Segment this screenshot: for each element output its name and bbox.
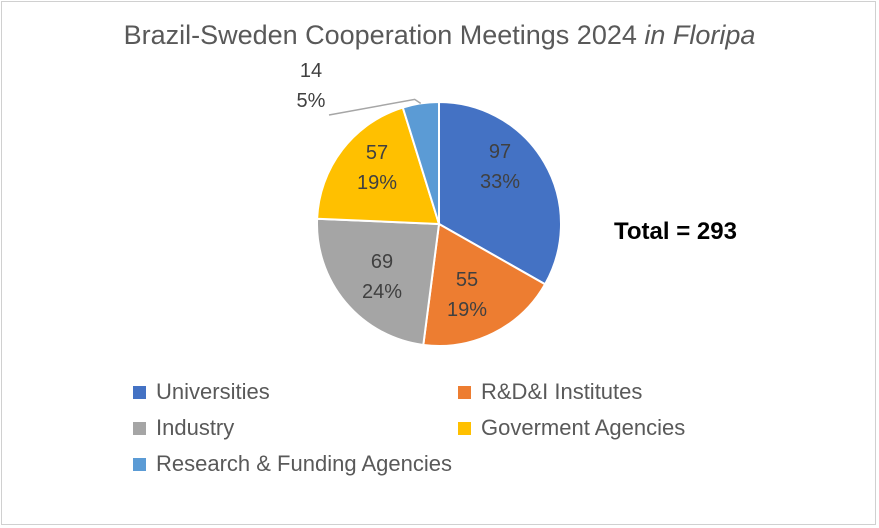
data-label-value: 55 <box>456 269 478 291</box>
chart-title: Brazil-Sweden Cooperation Meetings 2024 … <box>0 20 879 51</box>
data-label-value: 69 <box>371 251 393 273</box>
pie-slice-industry <box>316 217 441 347</box>
total-label: Total = 293 <box>614 218 737 245</box>
chart-title-main: Brazil-Sweden Cooperation Meetings 2024 <box>123 20 637 50</box>
data-label-percent: 33% <box>480 171 520 193</box>
data-label-value: 57 <box>366 142 388 164</box>
data-label-percent: 5% <box>297 90 326 112</box>
pie-slice-universities <box>438 100 562 286</box>
data-label-percent: 19% <box>447 299 487 321</box>
data-label-percent: 19% <box>357 172 397 194</box>
chart-title-italic: in Floripa <box>644 20 756 50</box>
pie-slice-r-d-i-institutes <box>422 222 547 347</box>
leader-line <box>328 98 422 116</box>
data-label-value: 97 <box>489 141 511 163</box>
pie-slice-goverment-agencies <box>316 106 441 226</box>
data-label-value: 14 <box>300 60 322 82</box>
data-label-percent: 24% <box>362 281 402 303</box>
